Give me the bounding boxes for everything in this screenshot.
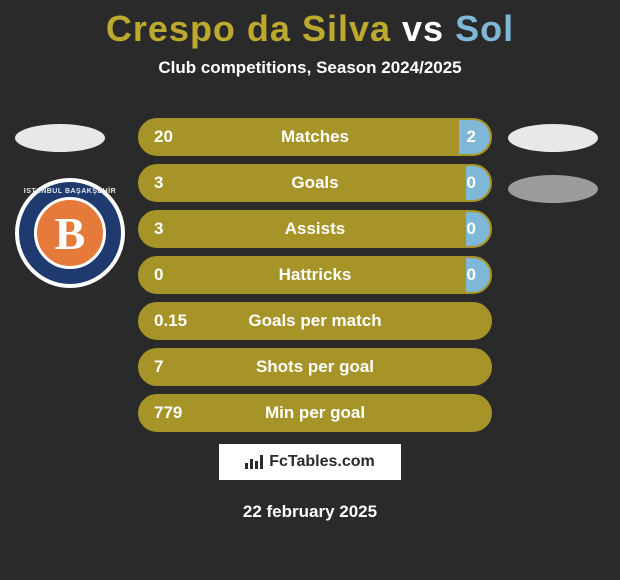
- brand-badge: FcTables.com: [219, 444, 401, 480]
- team2-logo-placeholder-2: [508, 175, 598, 203]
- stat-label: Shots per goal: [140, 350, 490, 384]
- stat-label: Min per goal: [140, 396, 490, 430]
- badge-ring-text: ISTANBUL BAŞAKŞEHİR: [19, 188, 121, 195]
- brand-text: FcTables.com: [269, 453, 375, 471]
- player2-name: Sol: [455, 8, 514, 49]
- stat-row: 0.15Goals per match: [138, 302, 492, 340]
- team2-logo-placeholder-1: [508, 124, 598, 152]
- stat-label: Goals: [140, 166, 490, 200]
- stat-label: Matches: [140, 120, 490, 154]
- stat-row: 30Goals: [138, 164, 492, 202]
- stat-label: Goals per match: [140, 304, 490, 338]
- stat-row: 202Matches: [138, 118, 492, 156]
- team1-logo-placeholder: [15, 124, 105, 152]
- stats-table: 202Matches 30Goals 30Assists 00Hattricks 0.1…: [138, 118, 492, 440]
- player1-name: Crespo da Silva: [106, 8, 391, 49]
- club-badge: ISTANBUL BAŞAKŞEHİR B: [15, 178, 125, 288]
- date-text: 22 february 2025: [0, 502, 620, 522]
- chart-icon: [245, 455, 263, 469]
- stat-label: Hattricks: [140, 258, 490, 292]
- subtitle: Club competitions, Season 2024/2025: [0, 58, 620, 78]
- comparison-title: Crespo da Silva vs Sol: [0, 0, 620, 50]
- stat-row: 30Assists: [138, 210, 492, 248]
- vs-text: vs: [402, 8, 444, 49]
- stat-row: 7Shots per goal: [138, 348, 492, 386]
- stat-label: Assists: [140, 212, 490, 246]
- stat-row: 779Min per goal: [138, 394, 492, 432]
- badge-letter: B: [55, 207, 86, 260]
- stat-row: 00Hattricks: [138, 256, 492, 294]
